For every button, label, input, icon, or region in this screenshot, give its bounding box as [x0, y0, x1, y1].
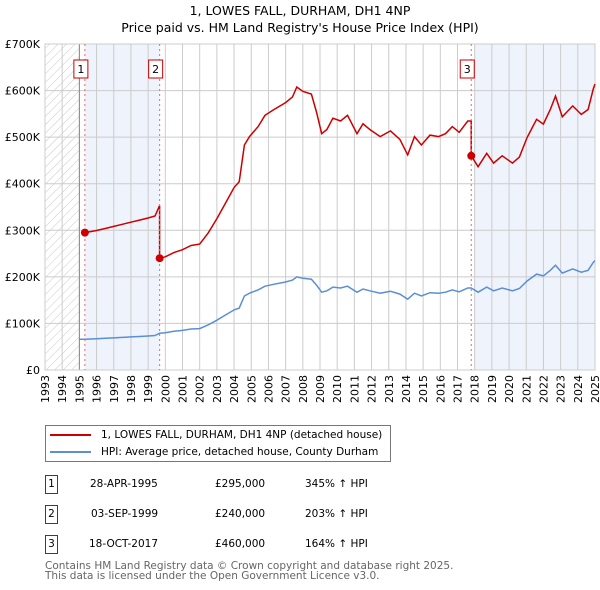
sale-hpi: 164% ↑ HPI — [305, 538, 368, 550]
x-tick-label: 2009 — [314, 375, 327, 403]
x-tick-label: 2000 — [159, 375, 172, 403]
x-tick-label: 2020 — [503, 375, 516, 403]
ownership-shade — [474, 44, 595, 370]
x-tick-label: 1996 — [91, 375, 104, 403]
x-tick-label: 2014 — [400, 375, 413, 403]
x-tick-label: 2011 — [348, 375, 361, 403]
y-tick-label: £600K — [5, 85, 41, 98]
x-tick-label: 1999 — [142, 375, 155, 403]
sale-marker-box — [459, 59, 475, 79]
x-tick-label: 2015 — [417, 375, 430, 403]
legend-swatch-red — [50, 434, 91, 436]
sale-hpi: 345% ↑ HPI — [305, 478, 368, 490]
y-tick-label: £300K — [5, 224, 41, 237]
sale-marker-box — [148, 59, 164, 79]
sale-marker-label: 2 — [152, 63, 159, 76]
sale-price: £460,000 — [215, 538, 266, 550]
x-tick-label: 2006 — [262, 375, 275, 403]
x-tick-label: 1993 — [39, 375, 52, 403]
chart-subtitle: Price paid vs. HM Land Registry's House … — [121, 20, 479, 35]
plot-area: 1 2 3 1993 1994 1995 1996 1997 1998 1999 2000 2001 2… — [5, 38, 600, 403]
sale-row: 2 03-SEP-1999 £240,000 203% ↑ HPI — [45, 505, 445, 525]
footer-copyright: Contains HM Land Registry data © Crown c… — [45, 560, 454, 572]
legend-label: 1, LOWES FALL, DURHAM, DH1 4NP (detached… — [101, 429, 383, 441]
ownership-shade — [84, 44, 160, 370]
sale-badge: 3 — [45, 535, 58, 554]
x-tick-label: 1995 — [73, 375, 86, 403]
chart-title: 1, LOWES FALL, DURHAM, DH1 4NP — [189, 3, 411, 18]
x-tick-label: 2008 — [297, 375, 310, 403]
property-price-line — [84, 83, 596, 260]
x-tick-label: 2010 — [331, 375, 344, 403]
sale-row: 1 28-APR-1995 £295,000 345% ↑ HPI — [45, 475, 445, 495]
x-tick-label: 2001 — [177, 375, 190, 403]
x-tick-label: 2019 — [486, 375, 499, 403]
x-tick-label: 2002 — [194, 375, 207, 403]
sale-point — [155, 254, 164, 263]
x-tick-label: 1997 — [108, 375, 121, 403]
x-tick-label: 2018 — [469, 375, 482, 403]
sale-badge: 2 — [45, 505, 58, 524]
legend-swatch-blue — [50, 451, 91, 453]
sale-date: 28-APR-1995 — [90, 478, 158, 490]
x-tick-label: 2004 — [228, 375, 241, 403]
x-tick-label: 2016 — [434, 375, 447, 403]
y-tick-label: £400K — [5, 178, 41, 191]
sale-marker-label: 1 — [77, 63, 84, 76]
x-tick-label: 2017 — [452, 375, 465, 403]
legend-item-property: 1, LOWES FALL, DURHAM, DH1 4NP (detached… — [50, 427, 382, 443]
plot-frame — [44, 43, 596, 371]
sale-price: £240,000 — [215, 508, 266, 520]
x-tick-label: 2024 — [572, 375, 585, 403]
sale-point — [467, 151, 476, 160]
x-tick-label: 1994 — [56, 375, 69, 403]
sale-price: £295,000 — [215, 478, 266, 490]
x-tick-label: 2025 — [589, 375, 600, 403]
x-tick-label: 2003 — [211, 375, 224, 403]
x-tick-label: 2023 — [555, 375, 568, 403]
sale-marker-box — [73, 59, 89, 79]
y-tick-label: £0 — [26, 364, 40, 377]
x-tick-label: 2021 — [520, 375, 533, 403]
x-tick-label: 1998 — [125, 375, 138, 403]
x-tick-label: 2005 — [245, 375, 258, 403]
y-tick-label: £200K — [5, 271, 41, 284]
legend-item-hpi: HPI: Average price, detached house, Coun… — [50, 444, 378, 460]
sale-hpi: 203% ↑ HPI — [305, 508, 368, 520]
x-tick-label: 2013 — [383, 375, 396, 403]
sale-badge: 1 — [45, 475, 58, 494]
sale-date: 18-OCT-2017 — [89, 538, 158, 550]
sale-date: 03-SEP-1999 — [91, 508, 159, 520]
footer-licence: This data is licensed under the Open Gov… — [45, 570, 380, 582]
legend-label: HPI: Average price, detached house, Coun… — [101, 446, 379, 458]
hpi-line — [79, 260, 596, 341]
y-tick-label: £500K — [5, 131, 41, 144]
y-tick-label: £100K — [5, 317, 41, 330]
sale-row: 3 18-OCT-2017 £460,000 164% ↑ HPI — [45, 535, 445, 555]
x-tick-label: 2007 — [280, 375, 293, 403]
legend: 1, LOWES FALL, DURHAM, DH1 4NP (detached… — [45, 425, 391, 462]
x-tick-label: 2022 — [537, 375, 550, 403]
y-tick-label: £700K — [5, 38, 41, 51]
sale-point — [80, 228, 89, 237]
x-tick-label: 2012 — [366, 375, 379, 403]
sale-marker-label: 3 — [464, 63, 471, 76]
